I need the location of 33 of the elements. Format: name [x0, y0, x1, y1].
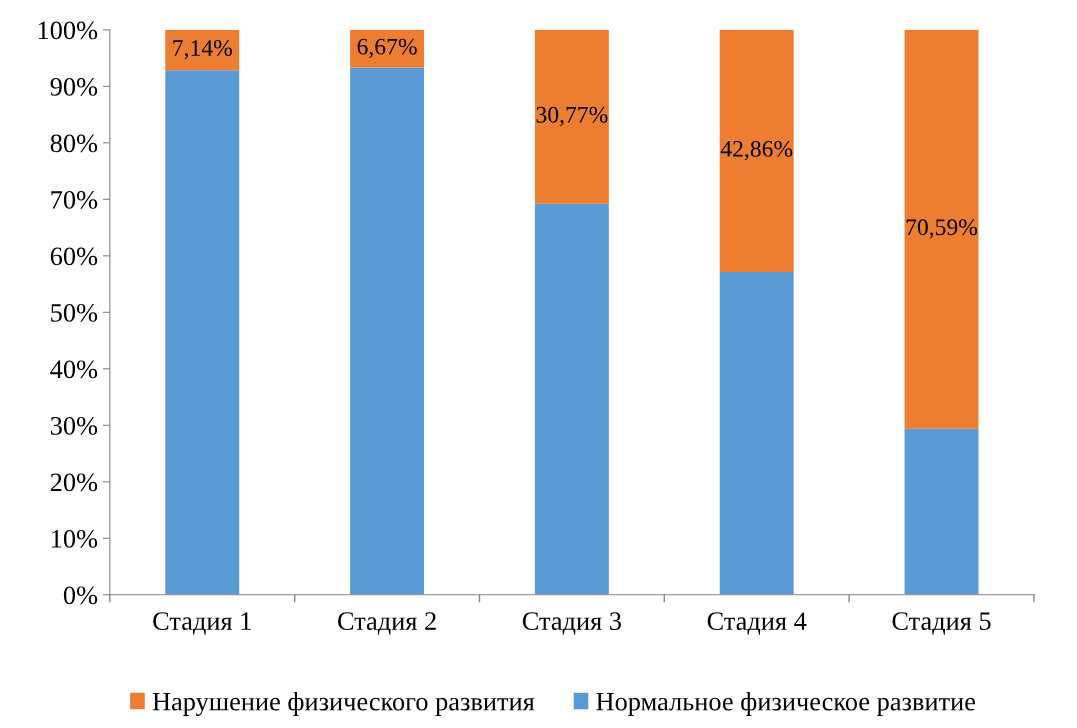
y-tick-label: 100% — [38, 21, 98, 40]
data-label: 6,67% — [357, 38, 417, 58]
x-tick-label: Стадия 3 — [522, 612, 621, 635]
legend-label: Нарушение физического развития — [152, 691, 535, 716]
y-tick-label: 30% — [50, 416, 98, 435]
data-label: 30,77% — [536, 106, 608, 127]
bar — [165, 29, 240, 71]
y-tick-label: 0% — [63, 586, 98, 605]
x-tick-label: Стадия 2 — [338, 612, 436, 635]
bar — [719, 29, 794, 272]
x-tick-label: Стадия 4 — [707, 612, 807, 635]
data-label: 42,86% — [720, 140, 793, 161]
y-tick-label: 60% — [50, 247, 98, 266]
y-tick-label: 70% — [51, 190, 98, 209]
x-tick-label: Стадия 5 — [892, 612, 991, 635]
y-tick-label: 10% — [52, 529, 98, 548]
bar — [719, 271, 794, 595]
x-tick-label: Стадия 1 — [153, 612, 251, 635]
legend-label: Нормальное физическое развитие — [596, 691, 976, 716]
bar — [534, 29, 609, 204]
y-tick-label: 40% — [50, 360, 98, 379]
y-tick-label: 80% — [50, 134, 98, 153]
y-tick-label: 50% — [51, 303, 98, 322]
bar — [350, 29, 425, 68]
bar — [165, 70, 240, 595]
y-tick-label: 20% — [50, 473, 98, 492]
data-label: 7,14% — [173, 39, 232, 60]
bar — [350, 67, 425, 595]
bar — [904, 428, 979, 595]
bar — [904, 29, 979, 429]
y-tick-label: 90% — [50, 77, 98, 96]
bar — [534, 203, 609, 595]
data-label: 70,59% — [906, 219, 978, 239]
